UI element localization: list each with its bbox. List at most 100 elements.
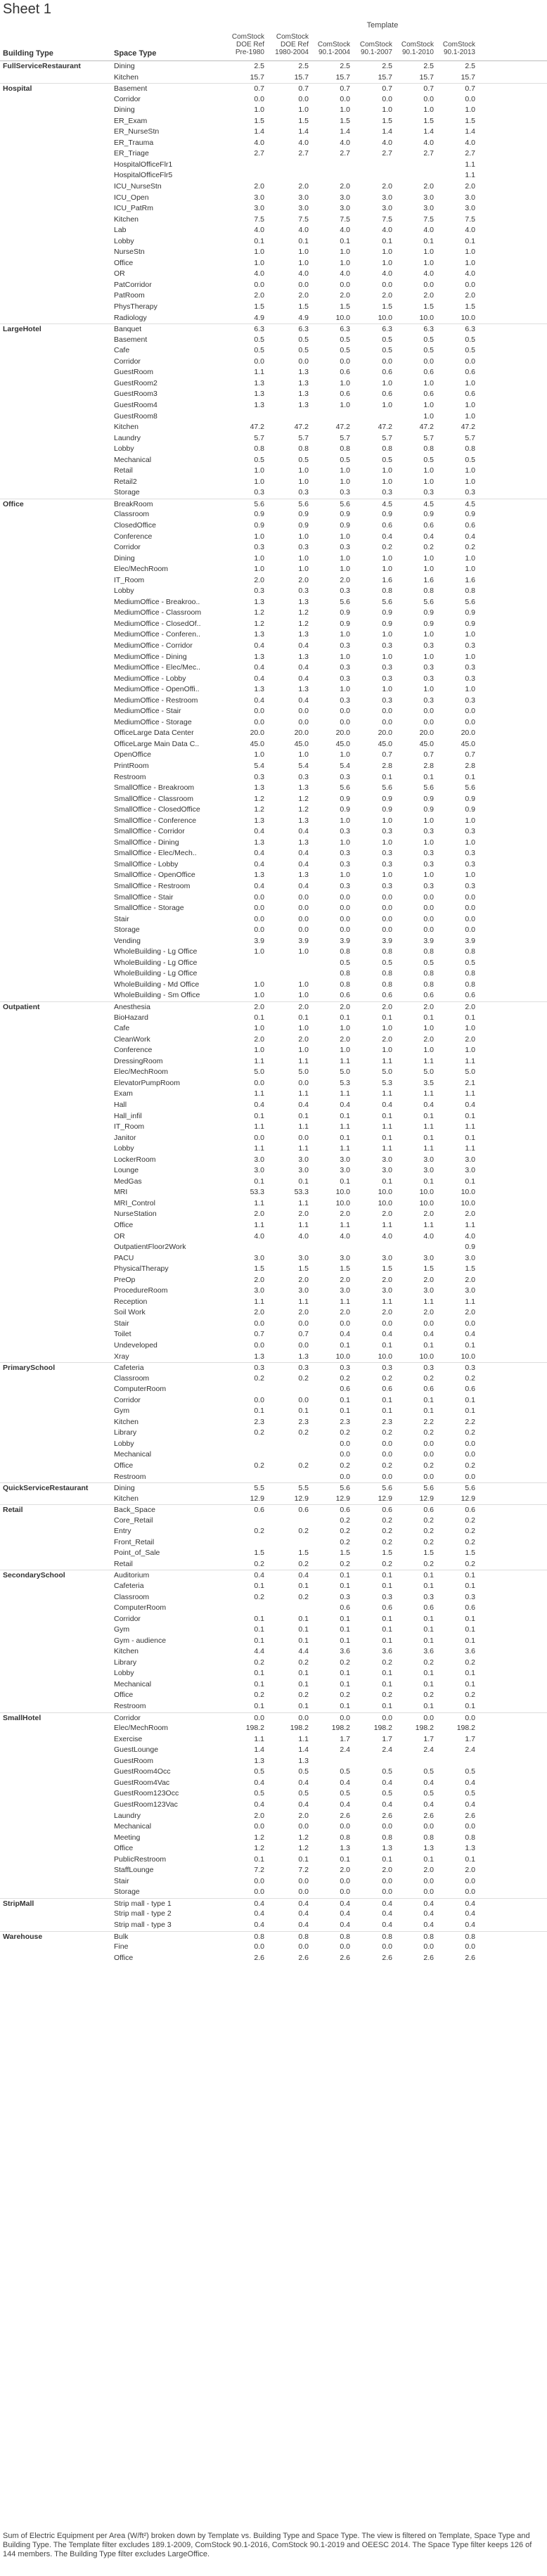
value-cell: 0.2 xyxy=(382,543,392,552)
value-cell: 1.1 xyxy=(340,1122,350,1132)
value-cell: 0.0 xyxy=(298,914,309,923)
table-row: Lobby 0.8 0.8 0.8 0.8 0.8 0.8 xyxy=(0,444,547,455)
value-cell: 0.1 xyxy=(298,1582,309,1591)
value-cell: 0.0 xyxy=(423,1888,434,1897)
space-type-label: SmallOffice - Corridor xyxy=(114,827,185,836)
value-cell: 0.9 xyxy=(465,608,475,617)
value-cell: 3.6 xyxy=(465,1647,475,1656)
value-cell: 2.0 xyxy=(465,1034,475,1044)
table-row: Elec/MechRoom 1.0 1.0 1.0 1.0 1.0 1.0 xyxy=(0,564,547,575)
value-cell: 0.0 xyxy=(465,1822,475,1831)
value-cell: 0.3 xyxy=(423,1592,434,1601)
value-cell: 0.3 xyxy=(465,827,475,836)
value-cell: 0.8 xyxy=(423,1932,434,1941)
space-type-label: GuestRoom2 xyxy=(114,378,157,387)
table-row: MRI 53.3 53.3 10.0 10.0 10.0 10.0 xyxy=(0,1187,547,1198)
value-cell: 0.6 xyxy=(382,1506,392,1515)
value-cell: 0.0 xyxy=(382,1472,392,1481)
value-cell: 0.7 xyxy=(423,84,434,94)
value-cell: 0.6 xyxy=(423,390,434,399)
value-cell: 2.5 xyxy=(382,62,392,70)
space-type-label: ER_Triage xyxy=(114,149,149,158)
value-cell: 0.4 xyxy=(298,1899,309,1908)
table-row: IT_Room 1.1 1.1 1.1 1.1 1.1 1.1 xyxy=(0,1122,547,1133)
table-row: Warehouse Bulk 0.8 0.8 0.8 0.8 0.8 0.8 xyxy=(0,1930,547,1942)
value-cell: 0.4 xyxy=(465,1909,475,1918)
value-cell: 1.1 xyxy=(423,1220,434,1229)
space-type-label: WholeBuilding - Lg Office xyxy=(114,969,198,978)
value-cell: 0.4 xyxy=(254,1778,264,1787)
table-row: Corridor 0.0 0.0 0.0 0.0 0.0 0.0 xyxy=(0,94,547,105)
table-row: Gym - audience 0.1 0.1 0.1 0.1 0.1 0.1 xyxy=(0,1636,547,1647)
table-row: Basement 0.5 0.5 0.5 0.5 0.5 0.5 xyxy=(0,335,547,346)
value-cell: 1.0 xyxy=(340,630,350,639)
value-cell: 2.0 xyxy=(382,1308,392,1317)
value-cell: 0.6 xyxy=(465,991,475,1000)
value-cell: 1.2 xyxy=(254,794,264,803)
value-cell: 1.1 xyxy=(254,1297,264,1306)
value-cell: 0.1 xyxy=(465,1340,475,1350)
value-cell: 0.1 xyxy=(298,1854,309,1864)
value-cell: 1.1 xyxy=(465,160,475,169)
value-cell: 10.0 xyxy=(419,313,434,322)
value-cell: 0.8 xyxy=(340,1833,350,1842)
space-type-label: Stair xyxy=(114,1876,129,1885)
value-cell: 0.3 xyxy=(298,772,309,781)
value-cell: 2.0 xyxy=(298,575,309,584)
value-cell: 0.2 xyxy=(298,1592,309,1601)
value-cell: 1.0 xyxy=(254,553,264,563)
value-cell: 0.0 xyxy=(254,357,264,366)
value-cell: 0.0 xyxy=(382,904,392,913)
value-cell: 0.5 xyxy=(340,335,350,344)
space-type-label: SmallOffice - Classroom xyxy=(114,794,193,803)
value-cell: 1.3 xyxy=(298,871,309,880)
value-cell: 7.5 xyxy=(423,214,434,224)
value-cell: 1.0 xyxy=(340,816,350,825)
value-cell: 1.0 xyxy=(340,532,350,541)
value-cell: 2.0 xyxy=(254,1210,264,1219)
table-row: Stair 0.0 0.0 0.0 0.0 0.0 0.0 xyxy=(0,914,547,925)
value-cell: 0.2 xyxy=(382,1658,392,1667)
value-cell: 1.0 xyxy=(382,378,392,387)
value-cell: 0.2 xyxy=(340,1428,350,1437)
space-type-label: ProcedureRoom xyxy=(114,1286,168,1295)
value-cell: 47.2 xyxy=(250,423,264,432)
value-cell: 4.0 xyxy=(382,269,392,278)
value-cell: 5.0 xyxy=(465,1068,475,1077)
value-cell: 0.5 xyxy=(423,1789,434,1798)
table-row: ComputerRoom 0.6 0.6 0.6 0.6 xyxy=(0,1384,547,1395)
table-row: WholeBuilding - Sm Office 1.0 1.0 0.6 0.6 0.6… xyxy=(0,990,547,1001)
value-cell: 3.0 xyxy=(423,204,434,213)
value-cell: 7.2 xyxy=(254,1866,264,1875)
table-row: OfficeLarge Main Data C.. 45.0 45.0 45.0 45.… xyxy=(0,739,547,750)
value-cell: 0.5 xyxy=(340,455,350,464)
value-cell: 0.1 xyxy=(382,1013,392,1022)
value-cell: 1.5 xyxy=(465,302,475,312)
space-type-label: Dining xyxy=(114,1484,135,1493)
table-row: PrintRoom 5.4 5.4 5.4 2.8 2.8 2.8 xyxy=(0,761,547,772)
value-cell: 15.7 xyxy=(294,72,309,82)
value-cell: 1.1 xyxy=(382,1144,392,1153)
value-cell: 0.1 xyxy=(382,1406,392,1416)
value-cell: 0.4 xyxy=(382,1800,392,1809)
value-cell: 1.1 xyxy=(254,1734,264,1743)
value-cell: 47.2 xyxy=(419,423,434,432)
value-cell: 0.5 xyxy=(382,335,392,344)
value-cell: 0.1 xyxy=(340,1625,350,1634)
value-cell: 1.0 xyxy=(254,565,264,574)
value-cell: 1.5 xyxy=(465,1264,475,1274)
table-row: SmallOffice - Storage 0.0 0.0 0.0 0.0 0.0 0.0 xyxy=(0,903,547,914)
value-cell: 3.9 xyxy=(423,936,434,945)
value-cell: 0.4 xyxy=(298,882,309,891)
table-row: Stair 0.0 0.0 0.0 0.0 0.0 0.0 xyxy=(0,1319,547,1330)
value-cell: 2.8 xyxy=(465,762,475,770)
value-cell: 1.1 xyxy=(465,1144,475,1153)
value-cell: 3.0 xyxy=(254,1253,264,1262)
value-cell: 2.0 xyxy=(298,1308,309,1317)
value-cell: 0.0 xyxy=(254,1319,264,1328)
table-row: WholeBuilding - Lg Office 1.0 1.0 0.8 0.8 0.8… xyxy=(0,947,547,958)
table-row: FullServiceRestaurant Dining 2.5 2.5 2.5 2.5 2… xyxy=(0,61,547,72)
value-cell: 5.6 xyxy=(465,597,475,606)
value-cell: 1.0 xyxy=(340,871,350,880)
table-row: GuestRoom8 1.0 1.0 xyxy=(0,411,547,423)
